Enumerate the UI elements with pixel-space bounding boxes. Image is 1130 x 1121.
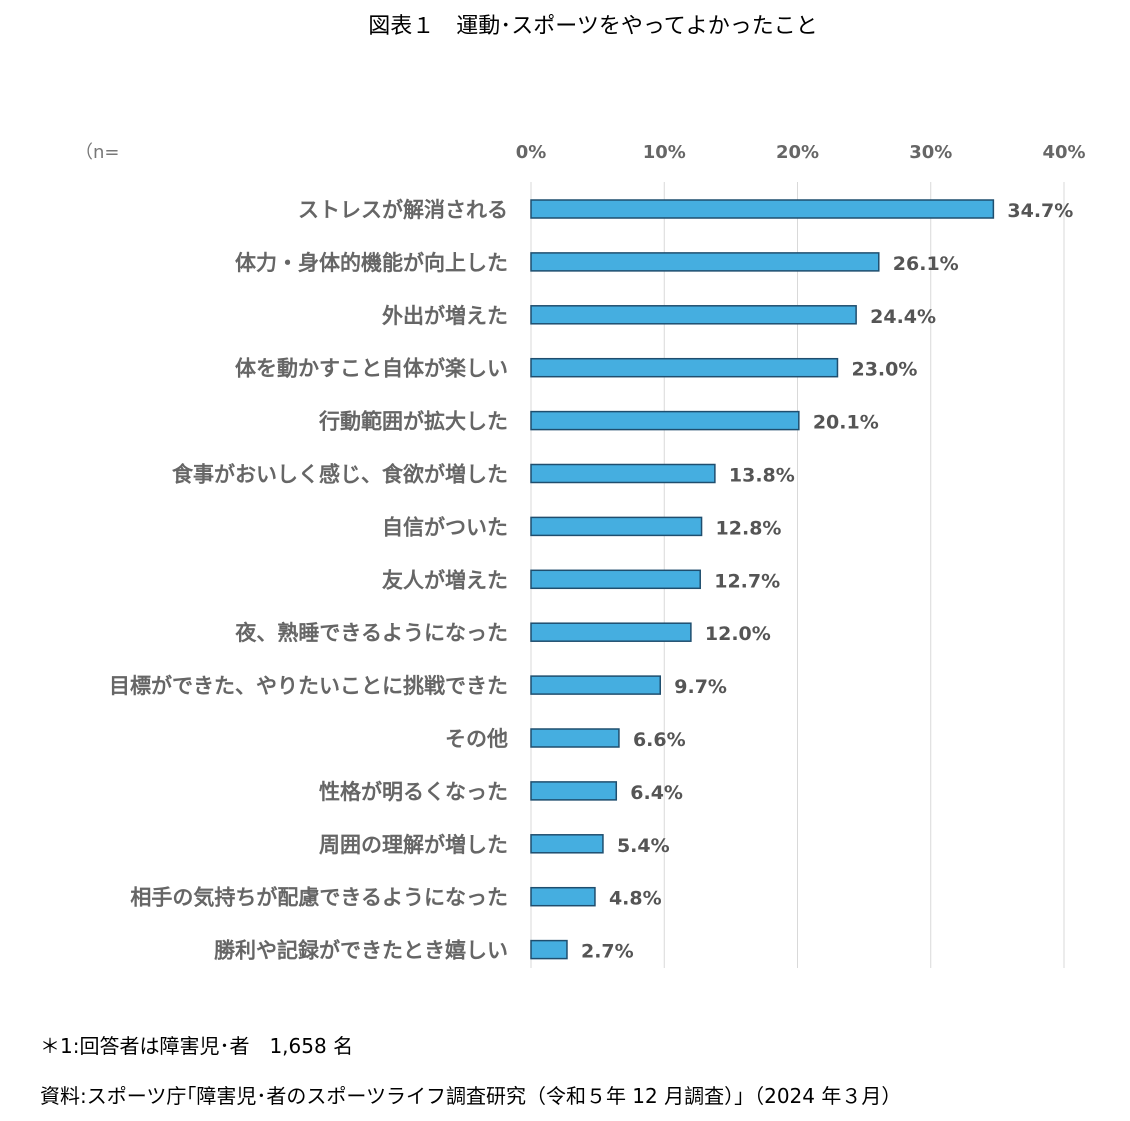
x-tick-label: 0%: [516, 142, 547, 163]
footnote: ＊1:回答者は障害児･者 1,658 名: [40, 1034, 354, 1058]
category-label: 性格が明るくなった: [319, 780, 508, 804]
data-label: 26.1%: [893, 253, 959, 275]
chart-title: 図表１ 運動･スポーツをやってよかったこと: [368, 14, 818, 39]
x-tick-label: 20%: [776, 142, 819, 163]
data-label: 12.8%: [716, 517, 782, 539]
data-label: 23.0%: [851, 359, 917, 381]
category-label: 食事がおいしく感じ、食欲が増した: [172, 463, 508, 487]
bar: [530, 463, 716, 484]
category-label: 体を動かすこと自体が楽しい: [235, 357, 508, 381]
category-label: 相手の気持ちが配慮できるようになった: [130, 886, 508, 910]
category-label: 目標ができた、やりたいことに挑戦できた: [109, 674, 508, 698]
data-label: 6.4%: [630, 782, 683, 804]
bar: [530, 675, 662, 695]
data-label: 5.4%: [617, 835, 670, 857]
bar: [530, 781, 618, 801]
source-note: 資料:スポーツ庁｢障害児･者のスポーツライフ調査研究（令和５年 12 月調査）｣…: [40, 1084, 902, 1108]
x-tick-label: 40%: [1042, 142, 1085, 163]
bar: [530, 199, 995, 219]
category-label: 友人が増えた: [382, 568, 508, 592]
x-tick-label: 10%: [643, 142, 686, 163]
data-label: 13.8%: [729, 465, 795, 487]
bar: [530, 516, 703, 537]
category-label: その他: [445, 727, 508, 751]
data-label: 6.6%: [633, 729, 686, 751]
bar: [530, 305, 857, 325]
n-label: （n=: [75, 142, 120, 163]
bar: [530, 939, 568, 960]
bar: [530, 410, 800, 431]
data-label: 24.4%: [870, 306, 936, 328]
bar: [530, 728, 620, 748]
category-label: ストレスが解消される: [298, 198, 508, 222]
bar: [530, 357, 839, 378]
data-label: 2.7%: [581, 941, 634, 963]
category-label: 自信がついた: [382, 515, 508, 539]
category-label: 外出が増えた: [382, 304, 508, 328]
bar: [530, 886, 596, 907]
bar: [530, 252, 880, 272]
data-label: 12.7%: [714, 570, 780, 592]
data-label: 34.7%: [1007, 200, 1073, 222]
data-label: 20.1%: [813, 412, 879, 434]
data-label: 9.7%: [674, 676, 727, 698]
x-tick-label: 30%: [909, 142, 952, 163]
category-label: 夜、熟睡できるようになった: [234, 621, 508, 645]
data-label: 4.8%: [609, 888, 662, 910]
bar: [530, 834, 604, 854]
category-label: 勝利や記録ができたとき嬉しい: [214, 939, 508, 963]
category-label: 周囲の理解が増した: [319, 833, 508, 857]
category-label: 行動範囲が拡大した: [318, 410, 508, 434]
data-label: 12.0%: [705, 623, 771, 645]
bar: [530, 569, 701, 590]
category-label: 体力・身体的機能が向上した: [235, 251, 508, 275]
bar: [530, 622, 692, 642]
